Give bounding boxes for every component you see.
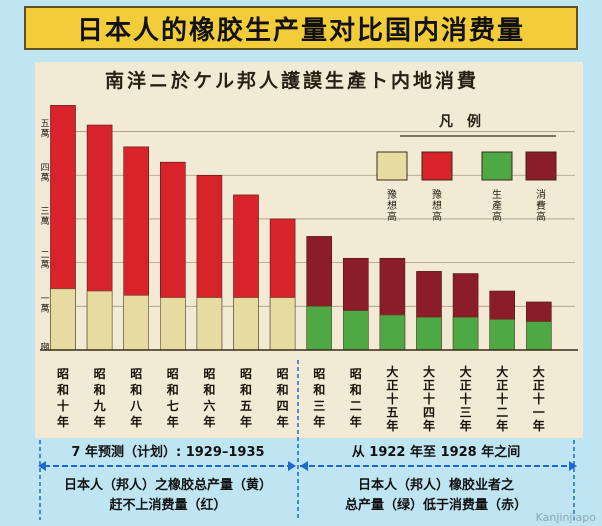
left-note-line1: 日本人（邦人）之橡胶总产量（黄）: [64, 477, 272, 493]
bar-production: [196, 297, 223, 351]
arrow-left-mid: [288, 461, 296, 471]
x-tick-label: 昭和五年: [239, 367, 252, 429]
y-tick-label: 五萬: [40, 120, 49, 140]
watermark: Kanjinjiapo: [536, 511, 597, 524]
x-tick-label: 大正十二年: [496, 364, 508, 433]
bars: [50, 105, 552, 351]
x-tick-label: 大正十四年: [423, 364, 435, 433]
legend-entry: 消費高: [525, 151, 557, 223]
bar-production: [123, 295, 149, 351]
x-tick-label: 昭和九年: [93, 367, 106, 429]
x-tick-label: 昭和三年: [312, 367, 325, 429]
legend-swatch: [376, 151, 408, 181]
legend-label: 豫想高: [432, 188, 442, 223]
bar-production: [233, 297, 259, 351]
y-tick-label: 二萬: [40, 251, 49, 271]
bar-production: [342, 310, 369, 351]
x-tick-label: 昭和十年: [56, 367, 69, 429]
page-title: 日本人的橡胶生产量对比国内消费量: [76, 15, 525, 46]
legend-entry: 豫想高: [376, 151, 408, 223]
bar-production: [452, 316, 479, 351]
x-tick-label: 大正十三年: [460, 364, 472, 433]
legend-swatch: [525, 151, 557, 181]
bar-production: [416, 316, 442, 351]
x-tick-label: 昭和四年: [276, 367, 289, 429]
left-period-label: 7 年预测（计划）: 1929–1935: [71, 444, 264, 460]
bar-production: [489, 319, 516, 351]
label-paper: [35, 362, 583, 438]
bar-production: [306, 306, 333, 351]
arrow-right-end: [569, 461, 577, 471]
y-tick-label: 三萬: [40, 207, 49, 227]
bar-production: [86, 290, 113, 351]
right-period-label: 从 1922 年至 1928 年之间: [352, 444, 520, 460]
x-tick-label: 昭和八年: [129, 367, 143, 429]
x-tick-label: 昭和二年: [349, 367, 362, 429]
arrow-right-mid: [300, 461, 308, 471]
legend-entry: 生產高: [481, 151, 513, 223]
legend-entry: 豫想高: [421, 151, 453, 223]
x-axis-labels: 昭和十年 昭和九年 昭和八年 昭和七年 昭和六年 昭和五年 昭和四年 昭和三年 昭和二年 大正十五…: [56, 364, 545, 433]
y-tick-label: 四萬: [40, 163, 49, 183]
y-tick-label: 一萬: [40, 294, 49, 314]
legend-label: 消費高: [536, 188, 546, 223]
bar-production: [525, 321, 552, 351]
bar-production: [379, 314, 406, 351]
legend-swatch: [421, 151, 453, 181]
bar-production: [160, 297, 186, 351]
x-tick-label: 昭和七年: [166, 367, 179, 429]
right-note-line1: 日本人（邦人）橡胶业者之: [358, 477, 514, 493]
y-tick-label: 噸: [40, 341, 49, 353]
right-note-line2: 总产量（绿）低于消费量（赤）: [345, 497, 527, 513]
legend-label: 豫想高: [387, 188, 397, 223]
x-tick-label: 大正十五年: [386, 364, 398, 433]
chart-title: 南洋ニ於ケル邦人護謨生產ト内地消費: [105, 69, 479, 92]
legend-label: 生產高: [492, 188, 502, 223]
x-tick-label: 昭和六年: [202, 367, 215, 429]
left-note-line2: 赶不上消费量（红）: [108, 497, 226, 513]
bar-production: [50, 288, 76, 351]
legend-swatch: [481, 151, 513, 181]
legend-title: 凡 例: [439, 113, 481, 130]
legend: 凡 例 豫想高 豫想高 生產高 消費高: [376, 113, 557, 223]
x-tick-label: 大正十一年: [533, 364, 545, 433]
bar-production: [269, 297, 296, 351]
arrow-left-end: [38, 461, 46, 471]
header-bar: 日本人的橡胶生产量对比国内消费量: [24, 6, 578, 50]
